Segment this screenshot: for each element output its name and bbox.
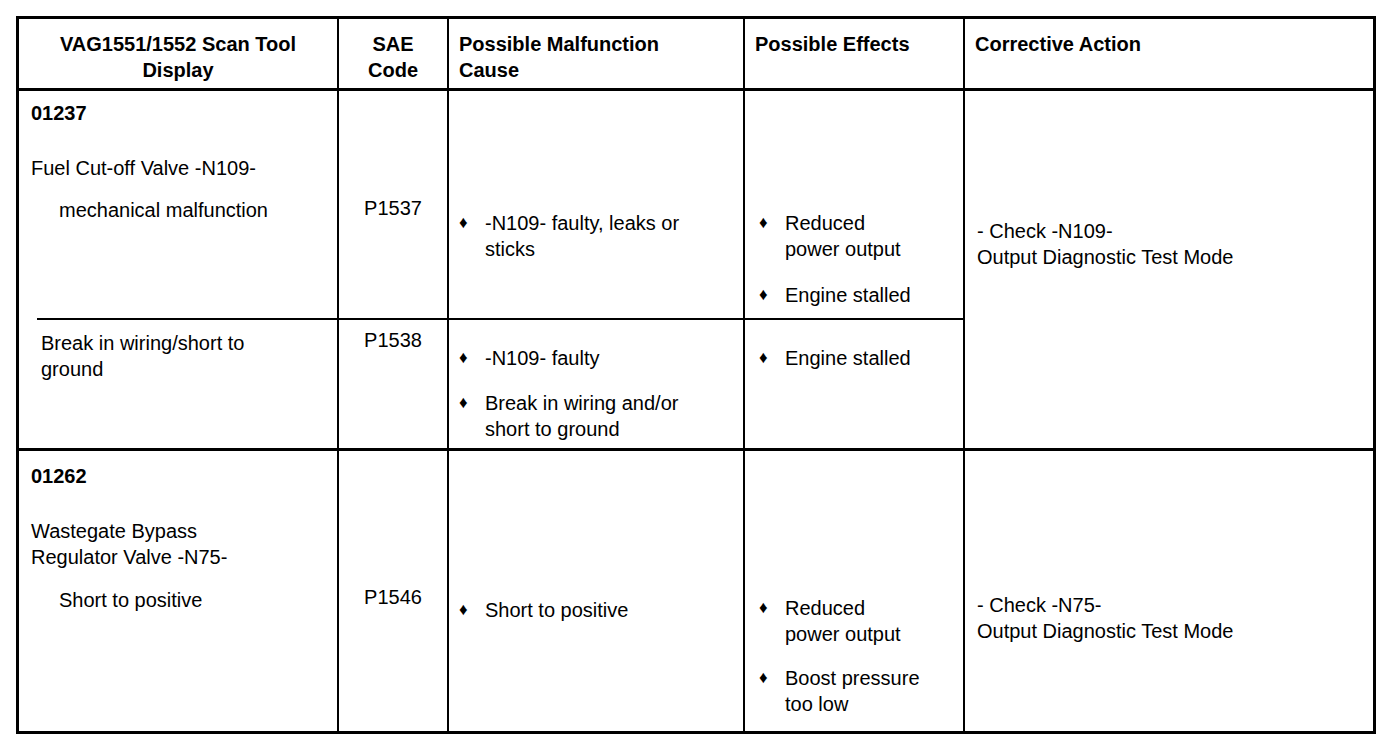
effects-cell: ♦ Engine stalled bbox=[743, 318, 963, 448]
effect-text: Boost pressure too low bbox=[785, 665, 920, 717]
diamond-bullet-icon: ♦ bbox=[459, 390, 485, 416]
effect-item: ♦ Engine stalled bbox=[759, 282, 959, 308]
diamond-bullet-icon: ♦ bbox=[459, 597, 485, 623]
cause-text: Short to positive bbox=[485, 597, 628, 623]
cause-cell: ♦ -N109- faulty, leaks or sticks bbox=[447, 91, 743, 318]
display-cell-01262: 01262 Wastegate Bypass Regulator Valve -… bbox=[19, 448, 337, 731]
cause-item: ♦ Break in wiring and/or short to ground bbox=[459, 390, 737, 442]
dtc-code: 01237 bbox=[31, 100, 327, 126]
header-scan-tool-display: VAG1551/1552 Scan Tool Display bbox=[19, 19, 337, 91]
effect-item: ♦ Boost pressure too low bbox=[759, 665, 959, 717]
effect-item: ♦ Reduced power output bbox=[759, 595, 959, 647]
malfunction-type: mechanical malfunction bbox=[31, 197, 327, 223]
dtc-table: VAG1551/1552 Scan Tool Display SAE Code … bbox=[16, 16, 1376, 734]
cause-cell: ♦ -N109- faulty ♦ Break in wiring and/or… bbox=[447, 318, 743, 448]
effect-text: Reduced power output bbox=[785, 210, 901, 262]
cause-text: -N109- faulty, leaks or sticks bbox=[485, 210, 679, 262]
cause-item: ♦ Short to positive bbox=[459, 597, 737, 623]
sae-code-cell: P1546 bbox=[337, 448, 447, 731]
sae-code-cell: P1537 bbox=[337, 91, 447, 318]
malfunction-type: Break in wiring/short to ground bbox=[19, 320, 337, 382]
cause-cell: ♦ Short to positive bbox=[447, 448, 743, 731]
effect-item: ♦ Reduced power output bbox=[759, 210, 959, 262]
diamond-bullet-icon: ♦ bbox=[759, 345, 785, 371]
corrective-action-cell: - Check -N75- Output Diagnostic Test Mod… bbox=[963, 448, 1373, 731]
diamond-bullet-icon: ♦ bbox=[459, 345, 485, 371]
diamond-bullet-icon: ♦ bbox=[759, 595, 785, 621]
effects-cell: ♦ Reduced power output ♦ Engine stalled bbox=[743, 91, 963, 318]
diamond-bullet-icon: ♦ bbox=[459, 210, 485, 236]
cause-item: ♦ -N109- faulty, leaks or sticks bbox=[459, 210, 737, 262]
header-malfunction-cause: Possible Malfunction Cause bbox=[447, 19, 743, 91]
cause-text: -N109- faulty bbox=[485, 345, 600, 371]
effect-text: Reduced power output bbox=[785, 595, 901, 647]
sae-code-cell: P1538 bbox=[337, 318, 447, 448]
header-sae-code: SAE Code bbox=[337, 19, 447, 91]
diamond-bullet-icon: ♦ bbox=[759, 282, 785, 308]
effect-text: Engine stalled bbox=[785, 345, 911, 371]
diamond-bullet-icon: ♦ bbox=[759, 210, 785, 236]
header-possible-effects: Possible Effects bbox=[743, 19, 963, 91]
display-cell-01237: 01237 Fuel Cut-off Valve -N109- mechanic… bbox=[19, 91, 337, 318]
corrective-action-cell: - Check -N109- Output Diagnostic Test Mo… bbox=[963, 91, 1373, 448]
scanned-manual-page: VAG1551/1552 Scan Tool Display SAE Code … bbox=[0, 0, 1392, 752]
dtc-code: 01262 bbox=[31, 463, 327, 489]
component-name: Wastegate Bypass Regulator Valve -N75- bbox=[31, 518, 327, 570]
cause-text: Break in wiring and/or short to ground bbox=[485, 390, 678, 442]
header-corrective-action: Corrective Action bbox=[963, 19, 1373, 91]
effect-item: ♦ Engine stalled bbox=[759, 345, 959, 371]
display-cell-p1538: Break in wiring/short to ground bbox=[19, 318, 337, 448]
malfunction-type: Short to positive bbox=[31, 587, 327, 613]
effects-cell: ♦ Reduced power output ♦ Boost pressure … bbox=[743, 448, 963, 731]
component-name: Fuel Cut-off Valve -N109- bbox=[31, 155, 327, 181]
diamond-bullet-icon: ♦ bbox=[759, 665, 785, 691]
effect-text: Engine stalled bbox=[785, 282, 911, 308]
cause-item: ♦ -N109- faulty bbox=[459, 345, 737, 371]
